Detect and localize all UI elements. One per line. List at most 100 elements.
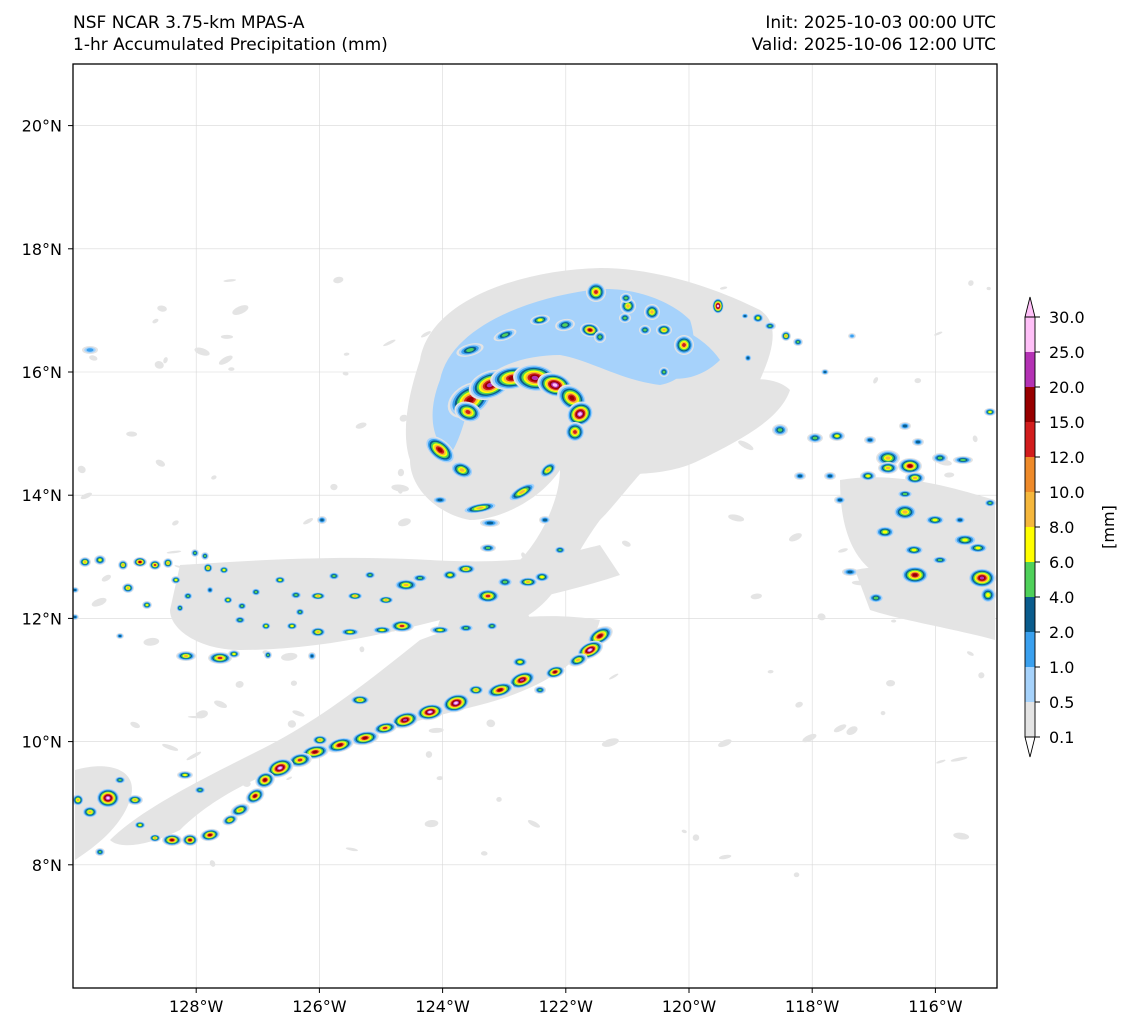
colorbar-swatch xyxy=(1025,317,1035,352)
precip-cell xyxy=(824,472,836,480)
precip-cell xyxy=(793,338,803,346)
precip-cell xyxy=(162,834,182,846)
precip-cell xyxy=(764,322,776,330)
precip-cell xyxy=(264,651,272,659)
light-precip-area xyxy=(424,819,439,828)
light-precip-area xyxy=(521,552,526,558)
colorbar-level-label: 12.0 xyxy=(1049,448,1085,467)
light-precip-area xyxy=(838,548,848,553)
light-precip-area xyxy=(972,435,978,443)
precip-cell xyxy=(286,622,298,630)
colorbar-swatch xyxy=(1025,632,1035,667)
precip-cell xyxy=(904,545,924,555)
light-precip-area xyxy=(750,593,762,600)
precip-cell xyxy=(310,592,326,600)
colorbar-swatch xyxy=(1025,597,1035,632)
colorbar-level-label: 0.1 xyxy=(1049,728,1074,747)
light-precip-area xyxy=(621,540,631,547)
light-precip-area xyxy=(420,331,431,338)
precip-cell xyxy=(326,737,354,753)
precip-cell xyxy=(114,776,126,784)
colorbar-swatch xyxy=(1025,422,1035,457)
precip-cell xyxy=(350,695,370,705)
light-precip-area xyxy=(154,361,164,369)
lat-tick-label: 8°N xyxy=(32,856,62,875)
precip-cell xyxy=(394,579,418,591)
precip-cell xyxy=(347,592,363,600)
precip-cell xyxy=(566,401,594,427)
light-precip-area xyxy=(944,472,955,478)
light-precip-area xyxy=(934,331,943,336)
light-precip-area xyxy=(232,305,249,315)
light-precip-area xyxy=(281,652,298,661)
precip-cell xyxy=(310,627,326,637)
precip-cell xyxy=(116,633,124,639)
precip-cell xyxy=(620,293,632,303)
precip-cell xyxy=(183,592,193,600)
light-precip-area xyxy=(953,832,970,840)
precip-cell xyxy=(127,795,143,805)
light-precip-area xyxy=(101,574,111,582)
gridlines xyxy=(73,64,997,988)
precip-cell xyxy=(261,622,271,630)
precip-cell xyxy=(842,568,858,576)
light-precip-area xyxy=(194,347,210,356)
precip-cell xyxy=(442,693,470,713)
light-precip-area xyxy=(399,414,408,422)
precip-cell xyxy=(149,834,161,842)
precip-cell xyxy=(176,651,196,661)
precip-cell xyxy=(82,806,98,818)
light-precip-area xyxy=(817,613,826,621)
colorbar-swatch xyxy=(1025,352,1035,387)
light-precip-area xyxy=(359,646,365,653)
precip-cell xyxy=(266,758,294,778)
lon-tick-label: 116°W xyxy=(908,997,963,1016)
lon-tick-label: 118°W xyxy=(785,997,840,1016)
precip-cell xyxy=(868,593,884,603)
precip-cell xyxy=(534,572,550,582)
precip-cell xyxy=(497,577,513,587)
precip-cell xyxy=(176,604,184,612)
light-precip-area xyxy=(767,670,774,674)
light-precip-area xyxy=(419,367,429,372)
precip-cell xyxy=(555,318,575,332)
precip-cell xyxy=(373,721,397,735)
precip-cell xyxy=(476,589,500,603)
light-precip-area xyxy=(303,518,314,525)
light-precip-area xyxy=(290,680,298,686)
light-precip-area xyxy=(345,847,358,852)
light-precip-area xyxy=(287,720,297,728)
precip-cell xyxy=(317,516,327,524)
light-precip-area xyxy=(155,459,166,467)
light-precip-area xyxy=(728,514,745,522)
precip-cell xyxy=(480,519,500,527)
light-precip-area xyxy=(152,318,159,324)
precip-cell xyxy=(340,628,360,636)
light-precip-area xyxy=(172,520,179,526)
light-precip-area xyxy=(873,377,879,384)
light-precip-area xyxy=(174,565,184,569)
precip-cell xyxy=(237,602,247,610)
light-precip-area xyxy=(287,606,296,611)
precip-cell xyxy=(905,472,925,484)
light-precip-area xyxy=(692,834,700,841)
light-precip-area xyxy=(333,276,344,284)
light-precip-area xyxy=(884,484,892,489)
precip-cell xyxy=(424,436,456,464)
precip-cell xyxy=(656,324,672,336)
precip-cell xyxy=(829,431,845,441)
light-precip-area xyxy=(496,796,502,802)
precip-cell xyxy=(821,369,829,375)
light-precip-area xyxy=(110,616,600,846)
light-precip-area xyxy=(894,609,906,616)
light-precip-area xyxy=(130,721,141,729)
light-precip-area xyxy=(428,727,444,733)
precip-cell xyxy=(73,614,79,620)
precip-cell xyxy=(378,596,394,604)
light-precip-area xyxy=(767,402,777,409)
lat-tick-label: 10°N xyxy=(22,733,62,752)
precip-cell xyxy=(781,331,791,341)
precip-cell xyxy=(772,424,788,436)
precip-cell xyxy=(223,596,233,604)
precip-cell xyxy=(878,462,898,474)
